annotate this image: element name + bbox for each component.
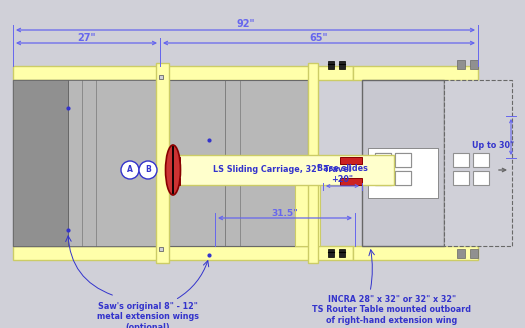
Bar — [169, 80, 308, 246]
Text: 92": 92" — [236, 19, 255, 29]
Bar — [339, 249, 345, 257]
Bar — [340, 178, 362, 185]
Bar — [395, 153, 411, 167]
Bar — [395, 153, 411, 167]
Bar — [362, 80, 444, 246]
Bar — [170, 178, 180, 185]
Bar — [457, 249, 465, 258]
Bar — [340, 157, 362, 164]
Text: A: A — [127, 166, 133, 174]
Circle shape — [139, 161, 157, 179]
Bar — [159, 247, 163, 251]
Circle shape — [121, 161, 139, 179]
Text: 65": 65" — [310, 33, 328, 43]
Bar — [375, 153, 391, 167]
Bar — [13, 66, 353, 80]
Bar — [13, 246, 353, 260]
Bar — [473, 171, 489, 185]
Bar — [457, 60, 465, 69]
Bar — [170, 157, 180, 164]
Bar — [339, 61, 345, 69]
Bar — [368, 148, 438, 198]
Bar — [159, 75, 163, 79]
Bar — [13, 80, 68, 246]
Bar — [395, 171, 411, 185]
Bar — [375, 171, 391, 185]
Bar — [453, 171, 469, 185]
Bar — [470, 249, 478, 258]
Text: 31.5": 31.5" — [271, 209, 298, 217]
Text: B: B — [145, 166, 151, 174]
Bar — [353, 66, 478, 80]
Bar — [375, 153, 391, 167]
Bar — [353, 246, 478, 260]
Bar — [328, 249, 334, 257]
Bar — [395, 171, 411, 185]
Bar — [169, 155, 394, 185]
Bar — [473, 153, 489, 167]
Bar — [13, 80, 157, 246]
Bar — [308, 63, 318, 263]
Text: Saw's original 8" - 12"
metal extension wings
(optional): Saw's original 8" - 12" metal extension … — [97, 302, 199, 328]
Bar — [453, 153, 469, 167]
Text: Base slides
+20": Base slides +20" — [317, 164, 368, 184]
Bar — [68, 80, 157, 246]
Ellipse shape — [165, 145, 181, 195]
Text: INCRA 28" x 32" or 32" x 32"
TS Router Table mounted outboard
of right-hand exte: INCRA 28" x 32" or 32" x 32" TS Router T… — [312, 295, 471, 325]
Bar — [156, 63, 169, 263]
Text: LS Sliding Carriage, 32" Travel: LS Sliding Carriage, 32" Travel — [213, 166, 351, 174]
Bar — [444, 80, 512, 246]
Text: 27": 27" — [77, 33, 96, 43]
Bar — [375, 171, 391, 185]
Bar — [295, 178, 320, 246]
Bar — [328, 61, 334, 69]
Text: Up to 30": Up to 30" — [472, 140, 514, 150]
Bar — [470, 60, 478, 69]
